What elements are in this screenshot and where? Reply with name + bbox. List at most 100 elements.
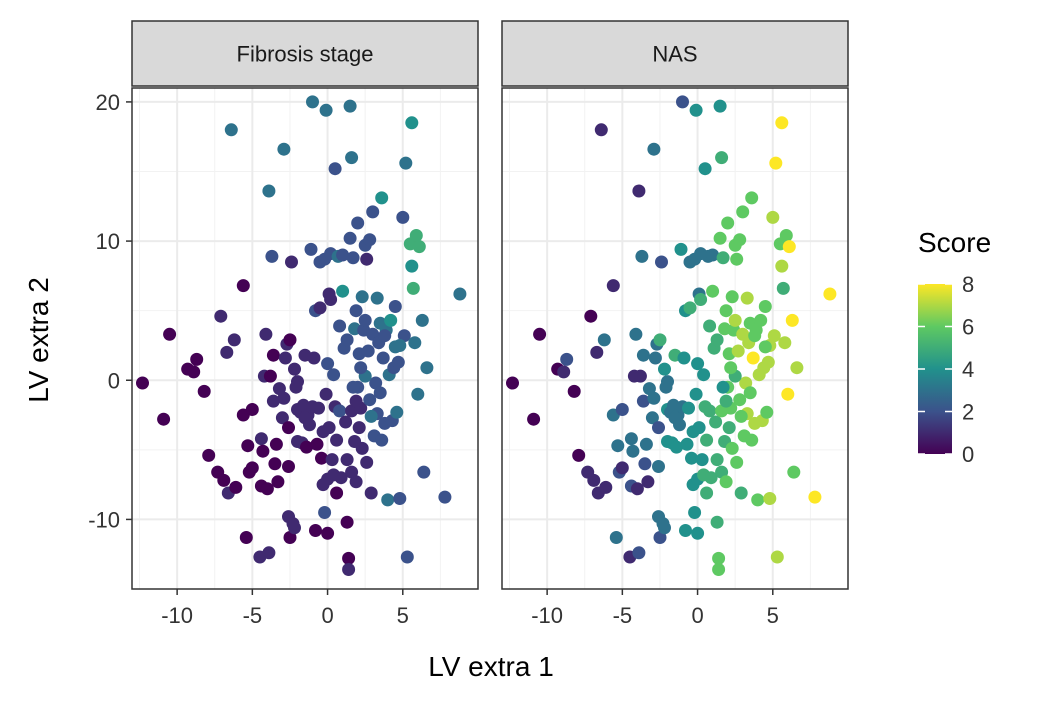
scatter-point xyxy=(688,506,702,519)
scatter-point xyxy=(689,387,703,401)
scatter-point xyxy=(715,151,729,165)
scatter-point xyxy=(309,524,322,537)
scatter-point xyxy=(259,327,273,341)
scatter-point xyxy=(527,412,541,426)
scatter-point xyxy=(340,333,354,347)
scatter-point xyxy=(343,99,357,113)
scatter-point xyxy=(411,387,425,401)
scatter-point xyxy=(633,369,647,383)
scatter-point xyxy=(438,490,452,504)
scatter-point xyxy=(715,465,729,479)
facet-strip-nas xyxy=(501,20,849,87)
scatter-point xyxy=(730,252,744,266)
scatter-point xyxy=(282,421,295,435)
scatter-point xyxy=(214,309,228,323)
scatter-point xyxy=(647,391,661,405)
scatter-point xyxy=(262,546,276,560)
scatter-point xyxy=(342,563,356,576)
x-tick-label: 5 xyxy=(397,603,409,628)
scatter-point xyxy=(716,251,730,265)
scatter-point xyxy=(679,524,692,537)
scatter-point xyxy=(312,401,325,415)
scatter-point xyxy=(560,352,574,366)
scatter-point xyxy=(217,473,231,487)
scatter-point xyxy=(743,386,757,400)
panel-background-nas xyxy=(502,88,848,589)
scatter-point xyxy=(190,352,204,366)
scatter-point xyxy=(776,281,790,295)
scatter-point xyxy=(391,355,405,369)
scatter-point xyxy=(336,248,350,262)
scatter-point xyxy=(641,475,655,489)
scatter-point xyxy=(636,394,650,408)
scatter-point xyxy=(345,465,359,479)
scatter-point xyxy=(278,351,292,365)
scatter-point xyxy=(653,333,667,347)
scatter-point xyxy=(639,437,653,451)
scatter-point xyxy=(733,233,747,247)
scatter-point xyxy=(236,279,250,293)
scatter-point xyxy=(691,526,705,540)
scatter-point xyxy=(346,251,360,265)
scatter-point xyxy=(307,351,321,365)
scatter-point xyxy=(321,526,335,540)
scatter-point xyxy=(245,403,259,416)
scatter-point xyxy=(304,242,318,256)
scatter-point xyxy=(606,279,620,293)
scatter-point xyxy=(399,156,413,170)
scatter-point xyxy=(400,550,414,564)
scatter-point xyxy=(572,448,586,462)
scatter-point xyxy=(283,333,297,347)
scatter-point xyxy=(245,461,259,475)
scatter-point xyxy=(408,336,422,350)
scatter-point xyxy=(288,521,301,535)
scatter-point xyxy=(730,455,744,469)
scatter-point xyxy=(393,492,407,505)
scatter-point xyxy=(781,387,795,401)
facet-strip-label-nas: NAS xyxy=(652,42,697,67)
scatter-point xyxy=(306,95,319,109)
scatter-point xyxy=(642,382,656,396)
scatter-point xyxy=(336,284,350,298)
scatter-point xyxy=(775,259,789,273)
scatter-point xyxy=(358,313,372,327)
scatter-point xyxy=(397,329,411,343)
scatter-point xyxy=(775,116,789,130)
scatter-point xyxy=(736,205,750,219)
scatter-point xyxy=(339,415,353,429)
scatter-point xyxy=(256,444,270,458)
scatter-point xyxy=(343,231,357,245)
x-tick-label: -10 xyxy=(531,603,563,628)
scatter-point xyxy=(629,327,643,341)
x-axis-title: LV extra 1 xyxy=(428,651,554,682)
scatter-point xyxy=(754,313,768,327)
scatter-point xyxy=(506,376,519,390)
scatter-point xyxy=(790,361,804,375)
scatter-point xyxy=(676,95,689,109)
scatter-point xyxy=(740,291,754,305)
scatter-point xyxy=(733,393,747,407)
scatter-point xyxy=(739,376,753,390)
scatter-point xyxy=(683,301,697,315)
scatter-point xyxy=(748,329,762,343)
scatter-points xyxy=(136,95,837,576)
scatter-point xyxy=(689,103,703,117)
scatter-point xyxy=(769,156,783,170)
scatter-point xyxy=(342,551,356,565)
scatter-point xyxy=(375,191,389,205)
scatter-point xyxy=(658,521,671,535)
scatter-point xyxy=(680,437,694,451)
scatter-point xyxy=(652,421,665,435)
scatter-point xyxy=(378,329,392,343)
scatter-point xyxy=(325,453,339,467)
scatter-point xyxy=(713,231,727,245)
scatter-point xyxy=(761,355,775,369)
scatter-point xyxy=(692,421,706,435)
scatter-point xyxy=(587,473,601,487)
scatter-point xyxy=(706,248,720,262)
scatter-point xyxy=(355,441,369,455)
scatter-point xyxy=(725,290,739,304)
scatter-point xyxy=(415,313,429,327)
scatter-point xyxy=(282,460,295,473)
scatter-point xyxy=(719,394,733,408)
